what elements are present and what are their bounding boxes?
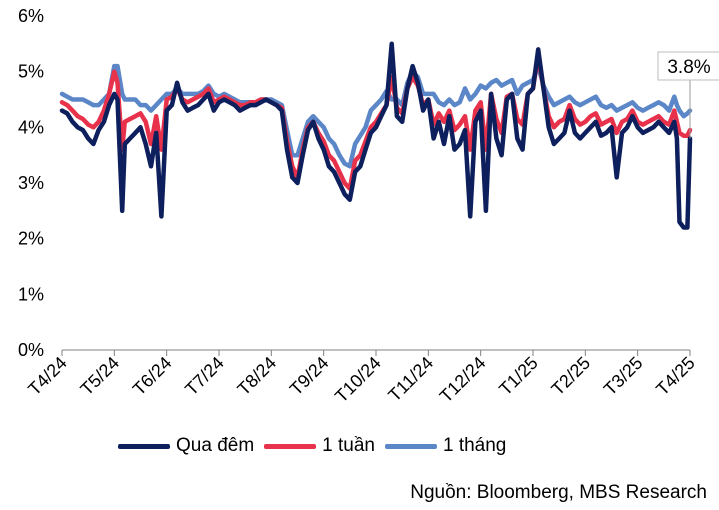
y-tick-label: 1% [18, 284, 44, 304]
y-axis: 0% 1% 2% 3% 4% 5% 6% [18, 6, 44, 360]
annotation-label: 3.8% [667, 57, 710, 78]
y-tick-label: 6% [18, 6, 44, 26]
y-tick-label: 4% [18, 117, 44, 137]
legend-swatch-qua-dem [118, 443, 170, 449]
y-tick-label: 0% [18, 340, 44, 360]
annotation: 3.8% [657, 51, 719, 139]
x-tick-label: T11/24 [384, 353, 437, 406]
y-tick-label: 3% [18, 173, 44, 193]
x-tick-label: T2/25 [547, 353, 594, 400]
series-layer [59, 41, 693, 230]
source-note: Nguồn: Bloomberg, MBS Research [410, 482, 707, 503]
legend: Qua đêm 1 tuần 1 tháng [118, 432, 516, 460]
x-tick-label: T10/24 [331, 353, 385, 407]
x-tick-label: T8/24 [233, 353, 280, 400]
x-tick-label: T4/25 [652, 353, 699, 400]
x-tick-label: T12/24 [436, 353, 490, 407]
x-tick-label: T9/24 [286, 353, 333, 400]
series-line-qua-dem [59, 41, 693, 230]
x-tick-label: T5/24 [76, 353, 123, 400]
x-tick-label: T3/25 [600, 353, 647, 400]
legend-swatch-1-thang [384, 443, 437, 449]
y-tick-label: 2% [18, 229, 44, 249]
legend-item-1-thang: 1 tháng [384, 435, 507, 457]
x-tick-label: T7/24 [181, 353, 228, 400]
legend-label-1-tuan: 1 tuần [322, 435, 375, 456]
legend-item-1-tuan: 1 tuần [264, 435, 375, 457]
legend-label-qua-dem: Qua đêm [176, 435, 255, 456]
line-chart: 0% 1% 2% 3% 4% 5% 6% T4/24 T5/24 T6/24 T7/24 T8/24… [18, 6, 719, 407]
legend-item-qua-dem: Qua đêm [118, 435, 254, 457]
x-tick-label: T6/24 [129, 353, 176, 400]
x-tick-label: T1/25 [495, 353, 542, 400]
y-tick-label: 5% [18, 62, 44, 82]
legend-label-1-thang: 1 tháng [442, 435, 507, 456]
annotation-box [657, 51, 719, 81]
series-line-1-thang [59, 63, 693, 169]
legend-swatch-1-tuan [264, 443, 317, 449]
